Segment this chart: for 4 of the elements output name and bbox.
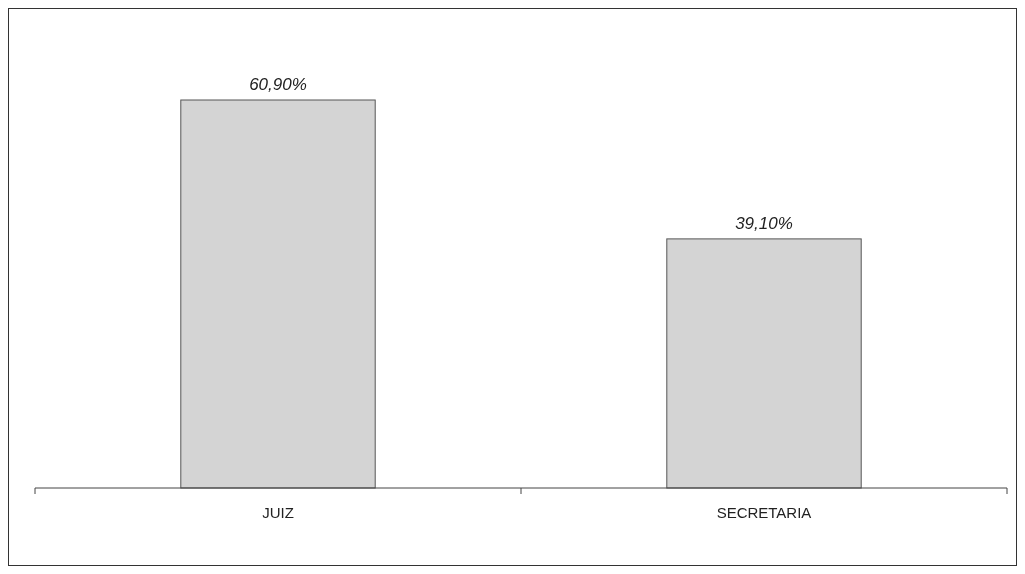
x-tick-label: SECRETARIA	[716, 504, 812, 521]
data-label: 60,90%	[249, 75, 307, 94]
data-label: 39,10%	[735, 213, 793, 233]
x-tick-label: JUIZ	[262, 504, 294, 521]
